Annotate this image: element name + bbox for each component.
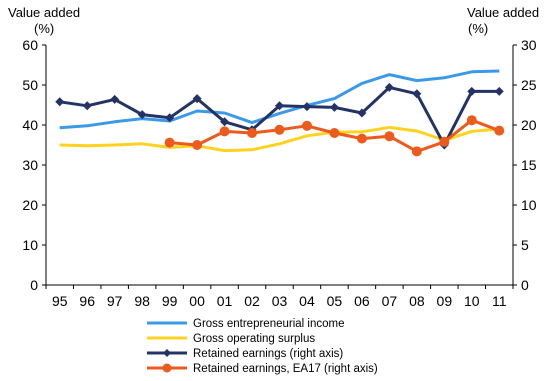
data-point-diamond — [384, 82, 394, 92]
legend-item: Gross operating surplus — [147, 333, 315, 345]
data-point-diamond — [412, 89, 422, 99]
data-point-diamond — [110, 94, 120, 104]
series-1 — [59, 69, 500, 130]
right-axis-title-line2: (%) — [468, 21, 488, 36]
right-tick-label: 30 — [521, 37, 537, 53]
left-tick-label: 10 — [22, 237, 38, 253]
data-point-diamond — [165, 113, 175, 123]
data-point-diamond — [302, 102, 312, 112]
data-point-circle — [301, 120, 312, 131]
data-point-diamond — [329, 102, 339, 112]
left-tick-label: 30 — [22, 157, 38, 173]
data-point-circle — [192, 140, 203, 150]
data-point-circle — [466, 115, 477, 126]
data-point-diamond — [275, 101, 284, 111]
x-tick-label: 05 — [327, 293, 343, 309]
left-tick-label: 40 — [22, 117, 38, 133]
data-point-diamond — [82, 101, 92, 111]
right-tick-label: 10 — [521, 197, 537, 213]
legend-item: Retained earnings, EA17 (right axis) — [147, 363, 378, 375]
series-line — [59, 125, 500, 153]
data-point-diamond — [192, 94, 202, 104]
left-tick-label: 0 — [30, 277, 38, 293]
data-point-diamond — [467, 86, 477, 96]
data-point-circle — [274, 124, 285, 135]
right-tick-label: 5 — [521, 237, 529, 253]
x-tick-label: 02 — [244, 293, 260, 309]
x-tick-label: 09 — [437, 293, 453, 309]
x-tick-label: 98 — [134, 293, 150, 309]
data-point-diamond — [357, 108, 367, 118]
data-point-circle — [439, 136, 450, 147]
x-tick-label: 95 — [52, 293, 68, 309]
legend-marker-circle — [162, 363, 172, 373]
data-point-diamond — [55, 97, 65, 107]
x-tick-label: 04 — [299, 293, 315, 309]
data-point-diamond — [137, 110, 147, 120]
legend-item: Retained earnings (right axis) — [147, 348, 343, 360]
x-tick-label: 97 — [107, 293, 123, 309]
legend-label: Retained earnings, EA17 (right axis) — [193, 363, 378, 375]
series-3 — [55, 82, 504, 150]
legend-label: Retained earnings (right axis) — [193, 348, 343, 360]
x-tick-label: 08 — [409, 293, 425, 309]
legend-label: Gross entrepreneurial income — [193, 318, 345, 330]
data-point-circle — [164, 137, 175, 148]
data-point-diamond — [220, 117, 230, 127]
series-line — [59, 69, 500, 130]
data-point-circle — [247, 128, 258, 138]
left-tick-label: 60 — [22, 37, 38, 53]
right-tick-label: 0 — [521, 277, 529, 293]
data-point-circle — [329, 128, 340, 138]
series-2 — [59, 125, 500, 153]
right-tick-label: 15 — [521, 157, 537, 173]
right-tick-label: 25 — [521, 77, 537, 93]
x-tick-label: 10 — [464, 293, 480, 309]
legend-marker-diamond — [163, 349, 171, 357]
data-point-circle — [219, 126, 230, 137]
x-tick-label: 11 — [492, 293, 507, 309]
legend-item: Gross entrepreneurial income — [147, 318, 345, 330]
data-point-circle — [356, 133, 367, 144]
left-tick-label: 50 — [22, 77, 38, 93]
x-tick-label: 03 — [272, 293, 288, 309]
data-point-circle — [411, 146, 422, 157]
left-tick-label: 20 — [22, 197, 38, 213]
data-point-circle — [384, 131, 395, 142]
data-point-diamond — [494, 86, 504, 96]
x-tick-label: 96 — [79, 293, 95, 309]
right-tick-label: 20 — [521, 117, 537, 133]
left-axis-title-line1: Value added — [8, 5, 80, 20]
x-tick-label: 00 — [189, 293, 205, 309]
series-4 — [164, 115, 505, 157]
data-point-circle — [494, 125, 505, 136]
right-axis-title-line1: Value added — [467, 5, 539, 20]
x-tick-label: 01 — [217, 293, 233, 309]
legend-label: Gross operating surplus — [193, 333, 315, 345]
left-axis-title-line2: (%) — [34, 21, 54, 36]
x-tick-label: 07 — [382, 293, 398, 309]
x-tick-label: 06 — [354, 293, 370, 309]
x-tick-label: 99 — [162, 293, 178, 309]
